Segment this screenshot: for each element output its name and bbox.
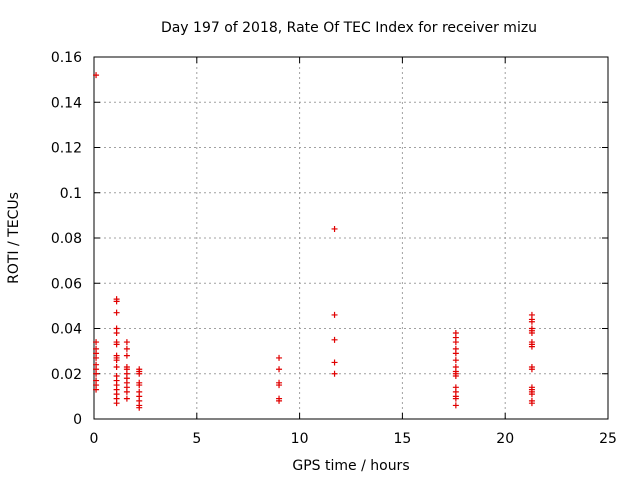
data-point xyxy=(452,350,459,357)
data-point xyxy=(331,336,338,343)
y-tick-label: 0.08 xyxy=(51,231,82,247)
y-tick-label: 0.16 xyxy=(51,50,82,66)
x-tick-label: 15 xyxy=(393,431,411,447)
data-point xyxy=(136,370,143,377)
data-point xyxy=(113,330,120,337)
data-point xyxy=(276,366,283,373)
data-point xyxy=(528,391,535,398)
data-point xyxy=(331,359,338,366)
data-point xyxy=(136,404,143,411)
y-tick-label: 0.1 xyxy=(60,186,82,202)
data-point xyxy=(123,339,130,346)
data-point xyxy=(528,318,535,325)
data-point xyxy=(136,382,143,389)
y-tick-label: 0 xyxy=(73,412,82,428)
y-tick-label: 0.02 xyxy=(51,367,82,383)
x-tick-label: 5 xyxy=(192,431,201,447)
data-point xyxy=(123,395,130,402)
data-point xyxy=(331,311,338,318)
chart-title: Day 197 of 2018, Rate Of TEC Index for r… xyxy=(161,20,537,36)
data-point xyxy=(452,402,459,409)
data-point xyxy=(452,373,459,380)
data-point xyxy=(93,72,100,79)
axis-ticks: 0 5 10 15 20 25 0 0.02 0.04 0.06 0.08 0.1 0.12 0.14 0.… xyxy=(51,50,617,447)
grid xyxy=(94,57,608,419)
data-point xyxy=(113,357,120,364)
y-axis-label: ROTI / TECUs xyxy=(6,192,22,284)
data-point xyxy=(452,339,459,346)
data-point xyxy=(331,225,338,232)
data-point xyxy=(123,345,130,352)
data-point xyxy=(93,370,100,377)
x-tick-label: 20 xyxy=(496,431,514,447)
x-tick-label: 25 xyxy=(599,431,617,447)
data-point xyxy=(528,343,535,350)
y-tick-label: 0.14 xyxy=(51,95,82,111)
y-tick-label: 0.12 xyxy=(51,141,82,157)
data-point xyxy=(113,363,120,370)
data-point xyxy=(113,309,120,316)
y-tick-label: 0.04 xyxy=(51,322,82,338)
data-point xyxy=(528,366,535,373)
y-tick-label: 0.06 xyxy=(51,276,82,292)
data-point xyxy=(113,298,120,305)
data-point xyxy=(276,382,283,389)
data-point xyxy=(113,341,120,348)
data-points xyxy=(93,72,535,411)
plot-frame xyxy=(93,56,609,420)
data-point xyxy=(123,352,130,359)
data-point xyxy=(452,357,459,364)
x-axis-label: GPS time / hours xyxy=(292,458,409,474)
x-tick-label: 10 xyxy=(291,431,309,447)
x-tick-label: 0 xyxy=(90,431,99,447)
data-point xyxy=(113,400,120,407)
data-point xyxy=(93,354,100,361)
data-point xyxy=(528,400,535,407)
data-point xyxy=(123,388,130,395)
data-point xyxy=(528,330,535,337)
data-point xyxy=(93,386,100,393)
data-point xyxy=(331,370,338,377)
data-point xyxy=(276,397,283,404)
data-point xyxy=(93,339,100,346)
data-point xyxy=(276,354,283,361)
data-point xyxy=(452,395,459,402)
